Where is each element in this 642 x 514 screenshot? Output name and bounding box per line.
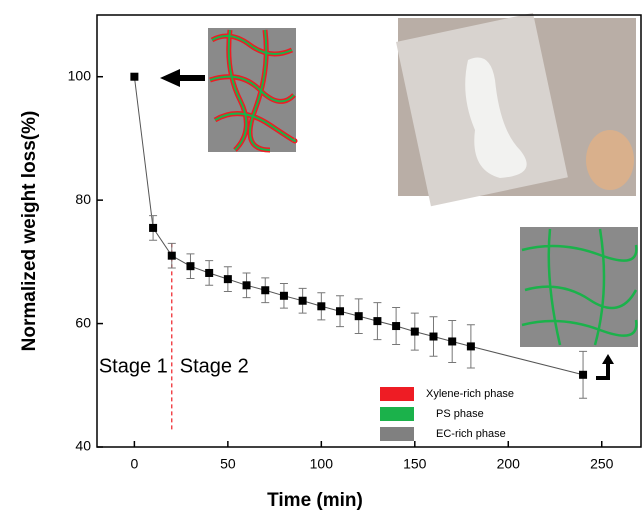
inset-micrograph-ps bbox=[520, 227, 638, 347]
y-tick-label: 80 bbox=[75, 191, 91, 207]
data-point bbox=[448, 337, 456, 345]
x-tick-label: 200 bbox=[497, 456, 521, 472]
x-tick-label: 0 bbox=[130, 456, 138, 472]
data-point bbox=[336, 307, 344, 315]
x-tick-label: 50 bbox=[220, 456, 236, 472]
data-point bbox=[149, 224, 157, 232]
annotation: Stage 1 bbox=[99, 355, 168, 377]
x-tick-label: 250 bbox=[590, 456, 614, 472]
x-tick-label: 100 bbox=[310, 456, 334, 472]
data-point bbox=[243, 281, 251, 289]
y-tick-label: 100 bbox=[68, 67, 92, 83]
x-tick-label: 150 bbox=[403, 456, 427, 472]
legend-swatch bbox=[380, 387, 414, 401]
chart: Time (min) Normalized weight loss(%) 0 50… bbox=[0, 0, 642, 514]
y-axis-label: Normalized weight loss(%) bbox=[19, 111, 40, 352]
data-point bbox=[280, 292, 288, 300]
annotation: Stage 2 bbox=[180, 355, 249, 377]
data-point bbox=[355, 312, 363, 320]
x-axis-label: Time (min) bbox=[267, 490, 363, 511]
data-point bbox=[429, 333, 437, 341]
data-point bbox=[261, 286, 269, 294]
data-point bbox=[130, 73, 138, 81]
inset-photo bbox=[396, 13, 636, 206]
data-point bbox=[373, 317, 381, 325]
data-point bbox=[317, 302, 325, 310]
data-point bbox=[168, 252, 176, 260]
data-point bbox=[224, 275, 232, 283]
y-tick-label: 40 bbox=[75, 438, 91, 454]
data-point bbox=[299, 297, 307, 305]
data-point bbox=[392, 322, 400, 330]
y-tick-label: 60 bbox=[75, 314, 91, 330]
data-point bbox=[467, 342, 475, 350]
data-point bbox=[186, 262, 194, 270]
legend-label: EC-rich phase bbox=[436, 428, 506, 440]
data-point bbox=[579, 371, 587, 379]
data-point bbox=[205, 269, 213, 277]
legend-label: Xylene-rich phase bbox=[426, 388, 514, 400]
data-point bbox=[411, 328, 419, 336]
legend-swatch bbox=[380, 407, 414, 421]
inset-micrograph-xylene bbox=[208, 28, 296, 152]
legend-swatch bbox=[380, 427, 414, 441]
legend-label: PS phase bbox=[436, 408, 484, 420]
